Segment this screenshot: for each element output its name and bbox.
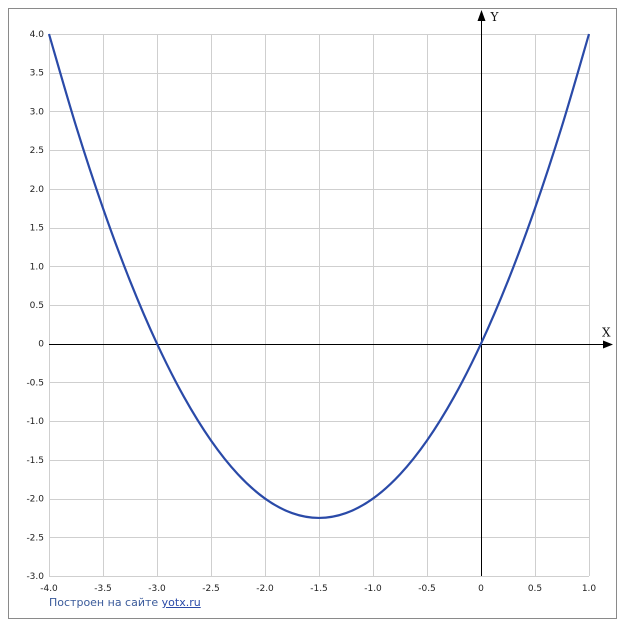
y-tick-label: -0.5	[26, 378, 44, 388]
x-tick-label: -1.5	[310, 584, 328, 594]
y-tick-label: 0.5	[30, 301, 44, 311]
series-line	[47, 33, 591, 520]
y-tick-label: -1.5	[26, 456, 44, 466]
y-tick-label: 3.5	[30, 69, 44, 79]
y-axis-label: Y	[490, 10, 500, 24]
y-tick-label: 2.0	[30, 185, 45, 195]
y-tick-label: 1.0	[30, 262, 45, 272]
x-axis-label: X	[602, 326, 611, 340]
x-axis-arrow	[603, 340, 613, 349]
tick-labels: -4.0 -3.5 -3.0 -2.5 -2.0 -1.5 -1.0 -0.5 0 0.5 1.0 4…	[26, 30, 596, 594]
x-tick-label: -2.0	[256, 584, 274, 594]
x-tick-label: 0	[478, 584, 484, 594]
y-tick-label: 0	[38, 340, 44, 350]
y-tick-label: 4.0	[30, 30, 45, 40]
x-tick-label: -3.0	[148, 584, 166, 594]
credit-line: Построен на сайте yotx.ru	[49, 596, 201, 609]
axes	[49, 10, 613, 576]
series-curve	[47, 33, 591, 520]
x-tick-label: -1.0	[364, 584, 382, 594]
y-tick-label: -1.0	[26, 417, 44, 427]
x-tick-label: -2.5	[202, 584, 220, 594]
y-tick-label: 3.0	[30, 107, 45, 117]
grid	[49, 34, 590, 577]
credit-link[interactable]: yotx.ru	[161, 596, 201, 609]
y-tick-label: 2.5	[30, 146, 44, 156]
x-tick-label: -4.0	[40, 584, 58, 594]
y-tick-label: 1.5	[30, 224, 44, 234]
x-tick-label: 1.0	[582, 584, 597, 594]
x-tick-label: -0.5	[418, 584, 436, 594]
y-tick-label: -2.0	[26, 495, 44, 505]
x-tick-label: 0.5	[528, 584, 542, 594]
x-tick-label: -3.5	[94, 584, 112, 594]
y-tick-label: -3.0	[26, 572, 44, 582]
y-axis-arrow	[477, 10, 486, 21]
y-tick-label: -2.5	[26, 533, 44, 543]
credit-text: Построен на сайте	[49, 596, 162, 609]
